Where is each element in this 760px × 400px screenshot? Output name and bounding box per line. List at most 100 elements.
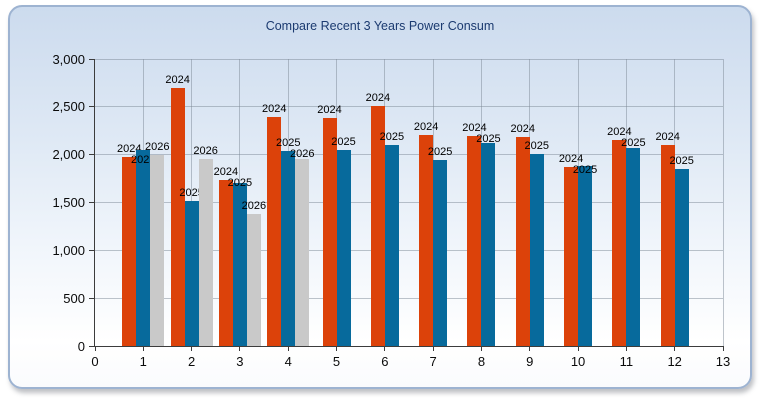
bar-2024-month-10 (564, 167, 579, 346)
y-axis-tick-mark (89, 58, 95, 60)
bar-year-label: 2024 (655, 130, 680, 143)
x-tick-label: 10 (570, 354, 586, 369)
bar-2024-month-11 (612, 139, 627, 346)
y-tick-label: 1,000 (52, 242, 85, 258)
x-tick-label: 13 (715, 354, 731, 369)
x-tick-label: 2 (187, 354, 196, 369)
x-tick-label: 11 (619, 354, 634, 369)
y-axis-tick-mark (89, 345, 95, 347)
y-axis-tick-mark (89, 297, 95, 299)
x-axis-tick-mark (336, 346, 338, 351)
y-axis-tick-mark (89, 202, 95, 203)
bar-2025-month-1 (136, 149, 151, 346)
bar-2024-month-2 (170, 87, 185, 346)
bar-2024-month-9 (515, 137, 530, 346)
x-tick-label: 6 (381, 354, 389, 369)
bar-year-label: 2024 (317, 104, 342, 117)
x-axis-tick-mark (529, 346, 531, 351)
bar-2026-month-2 (198, 159, 213, 346)
bar-year-label: 2024 (607, 125, 632, 138)
bar-year-label: 2025 (131, 154, 156, 167)
y-tick-label: 2,000 (52, 147, 85, 163)
y-tick-label: 1,500 (52, 195, 85, 210)
bar-year-label: 2025 (227, 176, 253, 189)
bar-year-label: 2025 (621, 136, 646, 149)
x-axis-tick-mark (384, 346, 386, 351)
bar-2025-month-11 (626, 147, 641, 346)
y-axis-tick-mark (89, 106, 95, 108)
bar-year-label: 2026 (145, 140, 170, 153)
bar-year-label: 2024 (413, 120, 439, 133)
plot-area: 0 500 1,000 1,500 2,000 2,500 3,000 0 1 2 3 4 5 6 7 8 9 1… (52, 53, 730, 369)
y-tick-label: 2,500 (52, 99, 85, 115)
bar-2024-month-5 (322, 118, 337, 346)
bar-year-label: 2024 (165, 73, 190, 86)
bar-year-label: 2024 (462, 122, 487, 134)
bar-2025-month-10 (578, 166, 593, 346)
bar-year-label: 2025 (179, 186, 204, 199)
x-tick-label: 12 (667, 354, 682, 369)
bar-year-label: 2025 (427, 145, 453, 158)
x-tick-label: 7 (429, 354, 437, 369)
bar-2024-month-6 (370, 106, 385, 346)
x-tick-label: 3 (236, 354, 244, 369)
x-axis-tick-mark (674, 346, 676, 351)
gridline-horizontal (95, 202, 723, 203)
x-tick-label: 9 (526, 354, 534, 369)
x-axis-tick-mark (191, 346, 193, 351)
x-axis-tick-mark (722, 346, 724, 351)
bar-2025-month-4 (281, 151, 296, 346)
x-tick-label: 4 (284, 354, 292, 369)
bar-2024-month-7 (419, 134, 434, 346)
x-axis-tick-mark (577, 346, 579, 351)
x-tick-label: 1 (139, 354, 147, 369)
y-tick-label: 500 (63, 290, 85, 306)
x-axis-tick-mark (239, 346, 241, 351)
bar-year-label: 2024 (365, 92, 391, 105)
bar-2025-month-3 (232, 182, 247, 346)
gridline-horizontal (95, 297, 723, 299)
gridline-horizontal (95, 249, 723, 251)
bar-2026-month-3 (246, 214, 261, 346)
bar-year-label: 2025 (331, 136, 356, 149)
bar-2026-month-4 (295, 159, 310, 346)
gridline-horizontal (95, 154, 723, 156)
bar-2025-month-8 (481, 143, 496, 346)
bar-2025-month-5 (336, 150, 351, 346)
bar-2024-month-4 (267, 117, 282, 346)
bar-2024-month-1 (122, 157, 137, 346)
bar-2025-month-6 (384, 145, 399, 346)
gridline-vertical (722, 59, 724, 346)
bar-year-label: 2025 (275, 137, 301, 150)
x-axis-tick-mark (287, 346, 289, 351)
x-axis-tick-mark (432, 346, 434, 351)
bar-year-label: 2025 (669, 155, 694, 168)
bar-2024-month-8 (467, 136, 482, 346)
x-tick-label: 0 (91, 354, 99, 369)
gridline-horizontal (95, 106, 723, 108)
y-axis-tick-mark (89, 154, 95, 156)
chart-window: Compare Recent 3 Years Power Consum 0 500… (8, 5, 752, 389)
bar-year-label: 2026 (241, 200, 267, 213)
bar-year-label: 2024 (510, 123, 535, 136)
bar-year-label: 2025 (572, 164, 598, 177)
bar-year-label: 2026 (193, 145, 218, 158)
y-tick-label: 3,000 (52, 51, 85, 67)
chart-title: Compare Recent 3 Years Power Consum (265, 19, 495, 33)
bar-year-label: 2024 (213, 165, 239, 178)
bar-2024-month-12 (660, 144, 675, 346)
bar-2025-month-12 (674, 169, 689, 346)
bar-year-label: 2024 (558, 153, 584, 166)
x-tick-label: 5 (332, 354, 341, 369)
x-axis-tick-mark (142, 346, 144, 351)
bar-year-label: 2024 (261, 103, 287, 116)
bar-2025-month-2 (184, 200, 199, 346)
y-tick-label: 0 (77, 338, 85, 354)
bar-year-label: 2025 (524, 140, 549, 153)
bar-2024-month-3 (218, 179, 233, 346)
bar-2026-month-1 (150, 154, 165, 346)
bar-year-label: 2024 (117, 143, 142, 156)
x-tick-label: 8 (477, 354, 486, 369)
x-axis-tick-mark (94, 346, 96, 351)
x-axis-tick-mark (480, 346, 482, 351)
